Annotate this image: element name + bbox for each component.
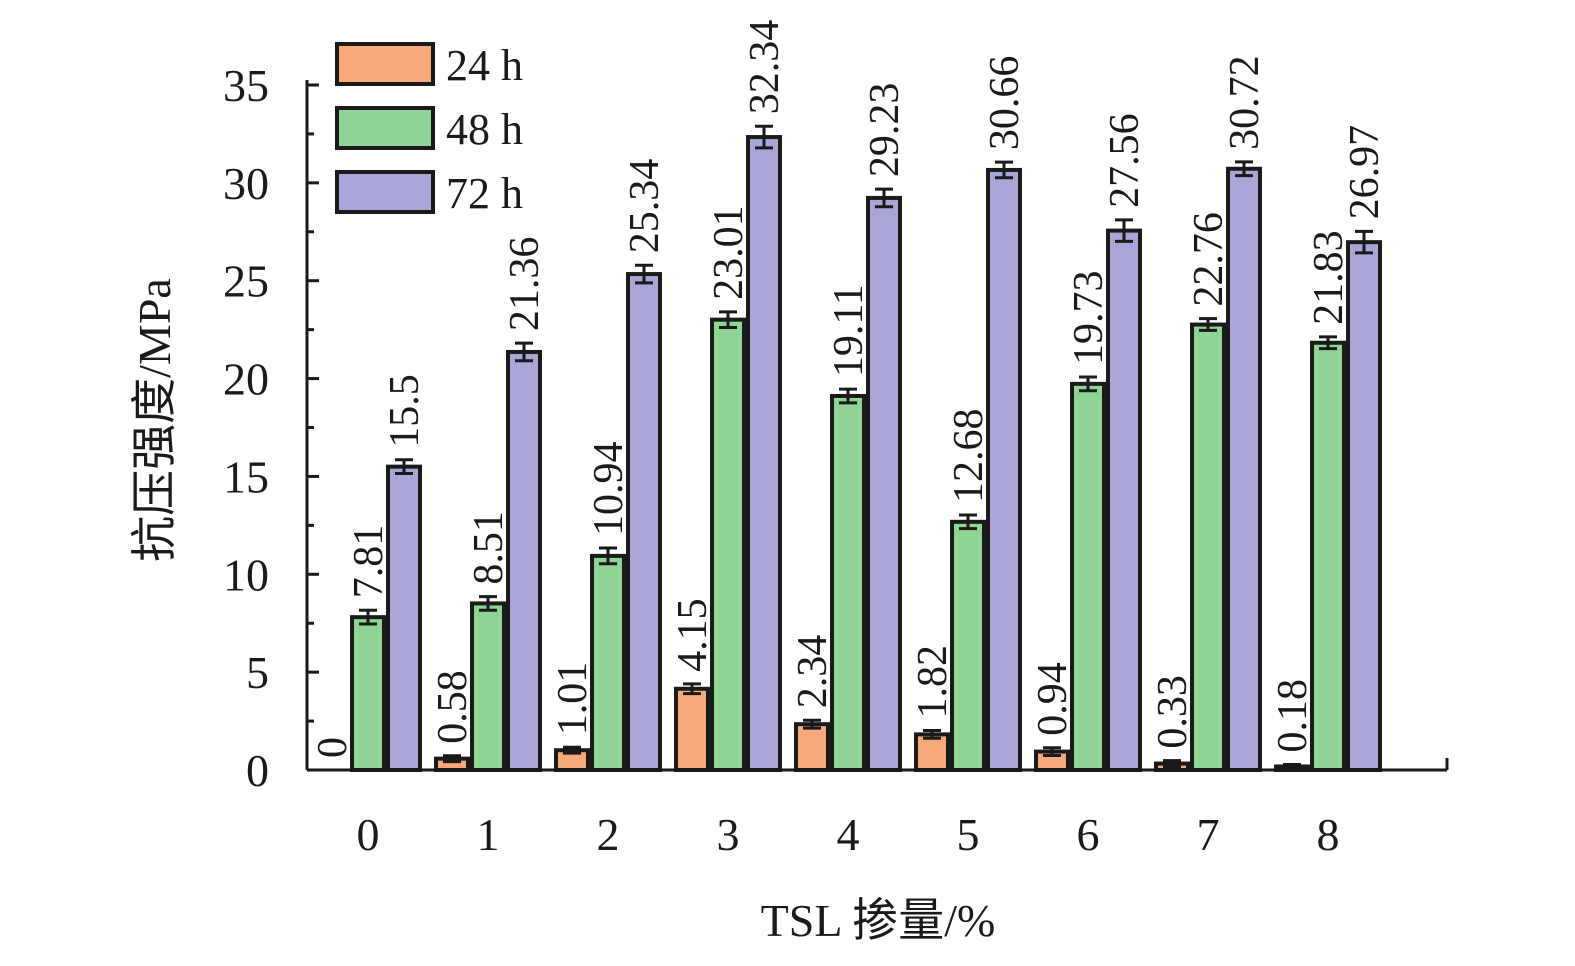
x-tick-label-2: 2 xyxy=(597,809,620,860)
y-tick-label-35: 35 xyxy=(223,60,269,111)
data-label-48h-6: 19.73 xyxy=(1066,271,1112,366)
bar-72h-4 xyxy=(866,195,902,773)
bar-72h-2 xyxy=(626,272,662,772)
data-label-24h-0: 0 xyxy=(310,737,356,758)
data-label-48h-7: 22.76 xyxy=(1186,212,1232,307)
y-tick-label-0: 0 xyxy=(246,745,269,796)
data-label-48h-5: 12.68 xyxy=(946,408,992,503)
data-label-48h-8: 21.83 xyxy=(1306,230,1352,325)
legend: 24 h 48 h 72 h xyxy=(335,41,523,218)
bar-24h-3 xyxy=(674,686,710,772)
bar-72h-7 xyxy=(1226,166,1262,773)
axes-group: 0 5 10 15 20 25 30 35 0 1 2 3 4 5 6 7 8 xyxy=(223,60,1449,860)
data-label-72h-4: 29.23 xyxy=(862,83,908,178)
legend-swatch-24h xyxy=(335,42,435,86)
data-label-72h-2: 25.34 xyxy=(622,159,668,254)
bar-48h-0 xyxy=(350,615,386,773)
x-tick-label-4: 4 xyxy=(837,809,860,860)
legend-label-24h: 24 h xyxy=(446,41,523,90)
x-tick-label-8: 8 xyxy=(1317,809,1340,860)
y-tick-label-20: 20 xyxy=(223,354,269,405)
data-label-48h-0: 7.81 xyxy=(346,525,392,599)
data-label-24h-7: 0.33 xyxy=(1150,675,1196,749)
legend-swatch-72h xyxy=(335,170,435,214)
x-tick-label-1: 1 xyxy=(477,809,500,860)
bar-48h-5 xyxy=(950,519,986,772)
y-axis-title: 抗压强度/MPa xyxy=(129,278,180,562)
bar-72h-1 xyxy=(506,349,542,772)
data-label-48h-3: 23.01 xyxy=(706,205,752,300)
x-tick-label-3: 3 xyxy=(717,809,740,860)
data-label-72h-7: 30.72 xyxy=(1222,55,1268,150)
data-label-24h-3: 4.15 xyxy=(670,598,716,672)
y-tick-label-15: 15 xyxy=(223,451,269,502)
data-label-72h-1: 21.36 xyxy=(502,237,548,332)
legend-label-48h: 48 h xyxy=(446,105,523,154)
x-tick-label-0: 0 xyxy=(357,809,380,860)
x-axis-title: TSL 掺量/% xyxy=(761,895,996,946)
bar-24h-4 xyxy=(794,722,830,773)
data-label-24h-4: 2.34 xyxy=(790,635,836,709)
bar-72h-8 xyxy=(1346,240,1382,772)
y-tick-label-25: 25 xyxy=(223,256,269,307)
data-label-72h-5: 30.66 xyxy=(982,56,1028,151)
data-label-24h-8: 0.18 xyxy=(1270,679,1316,753)
y-tick-label-10: 10 xyxy=(223,549,269,600)
bar-72h-5 xyxy=(986,167,1022,772)
bars-group xyxy=(350,124,1382,773)
data-label-24h-6: 0.94 xyxy=(1030,662,1076,736)
bar-48h-7 xyxy=(1190,322,1226,772)
legend-swatch-48h xyxy=(335,106,435,150)
x-tick-label-7: 7 xyxy=(1197,809,1220,860)
legend-label-72h: 72 h xyxy=(446,169,523,218)
bar-48h-2 xyxy=(590,553,626,772)
bar-48h-8 xyxy=(1310,340,1346,772)
bar-labels-group: 0 0.58 1.01 4.15 2.34 1.82 0.94 0.33 0.18 7.81 8.5… xyxy=(310,20,1388,758)
bar-72h-3 xyxy=(746,135,782,772)
data-label-72h-6: 27.56 xyxy=(1102,113,1148,208)
data-label-72h-0: 15.5 xyxy=(382,374,428,448)
bar-48h-1 xyxy=(470,601,506,772)
y-tick-label-30: 30 xyxy=(223,158,269,209)
bar-72h-6 xyxy=(1106,228,1142,772)
bar-48h-3 xyxy=(710,317,746,772)
data-label-24h-2: 1.01 xyxy=(550,662,596,736)
data-label-24h-5: 1.82 xyxy=(910,645,956,719)
bar-48h-6 xyxy=(1070,381,1106,772)
bar-48h-4 xyxy=(830,393,866,772)
x-tick-label-6: 6 xyxy=(1077,809,1100,860)
x-tick-label-5: 5 xyxy=(957,809,980,860)
bar-72h-0 xyxy=(386,464,422,772)
data-label-24h-1: 0.58 xyxy=(430,670,476,744)
data-label-48h-4: 19.11 xyxy=(826,284,872,377)
data-label-48h-1: 8.51 xyxy=(466,511,512,585)
data-label-72h-3: 32.34 xyxy=(742,20,788,115)
y-tick-label-5: 5 xyxy=(246,647,269,698)
data-label-48h-2: 10.94 xyxy=(586,442,632,537)
data-label-72h-8: 26.97 xyxy=(1342,125,1388,220)
